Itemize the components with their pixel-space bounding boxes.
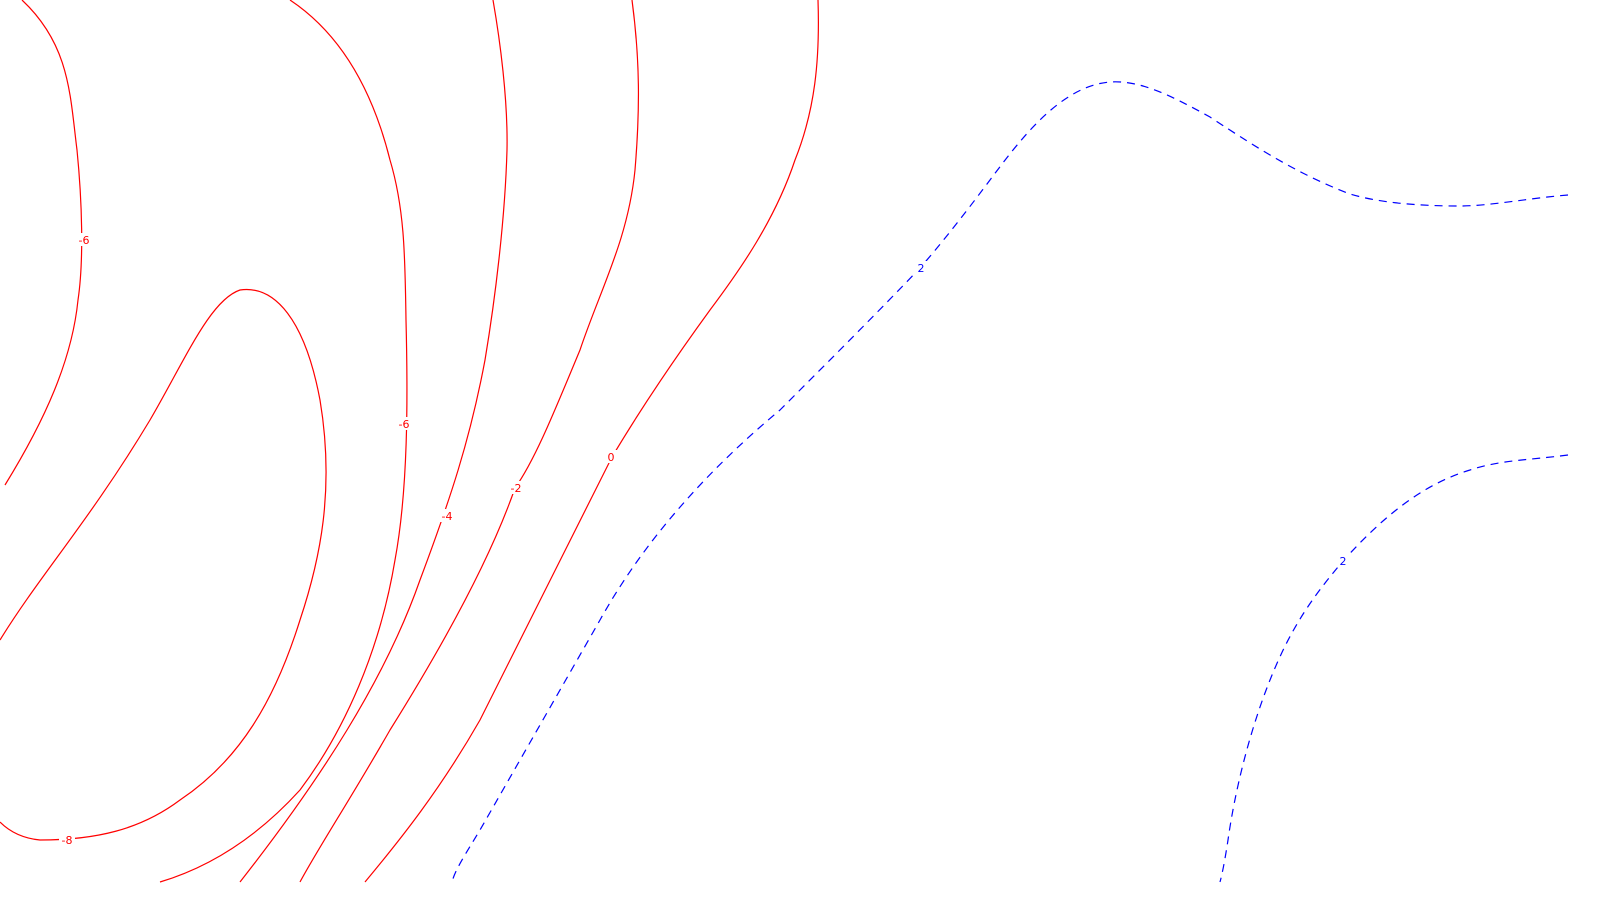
contour-2: -6 <box>159 0 412 883</box>
contour-line <box>4 0 83 486</box>
contour-0: -6 <box>4 0 92 486</box>
contour-label: -4 <box>442 510 453 523</box>
contour-label: 2 <box>1340 555 1347 568</box>
contour-label: 0 <box>608 451 615 464</box>
contour-line <box>1219 454 1569 883</box>
contour-label-gap <box>439 509 455 522</box>
contour-line <box>159 0 408 883</box>
contour-line <box>451 81 1569 883</box>
contour-label-gap <box>508 481 524 494</box>
contour-line <box>239 0 508 883</box>
contour-label: -6 <box>399 418 410 431</box>
contour-label: -6 <box>79 234 90 247</box>
contour-label-gap <box>76 233 92 246</box>
contour-line <box>0 288 327 841</box>
contour-label: 2 <box>918 262 925 275</box>
contour-6: 2 <box>451 81 1569 883</box>
contour-5: 0 <box>364 0 819 883</box>
contour-label-gap <box>603 450 619 463</box>
contour-label-gap <box>913 261 929 274</box>
contour-line <box>299 0 640 883</box>
contour-1: -8 <box>0 288 327 847</box>
contour-label-gap <box>1335 554 1351 567</box>
contour-label: -8 <box>62 834 73 847</box>
contour-line <box>364 0 819 883</box>
contour-label: -2 <box>511 482 522 495</box>
contour-7: 2 <box>1219 454 1569 883</box>
contour-4: -2 <box>299 0 640 883</box>
contour-3: -4 <box>239 0 508 883</box>
contour-label-gap <box>396 417 412 430</box>
contour-label-gap <box>59 833 75 846</box>
